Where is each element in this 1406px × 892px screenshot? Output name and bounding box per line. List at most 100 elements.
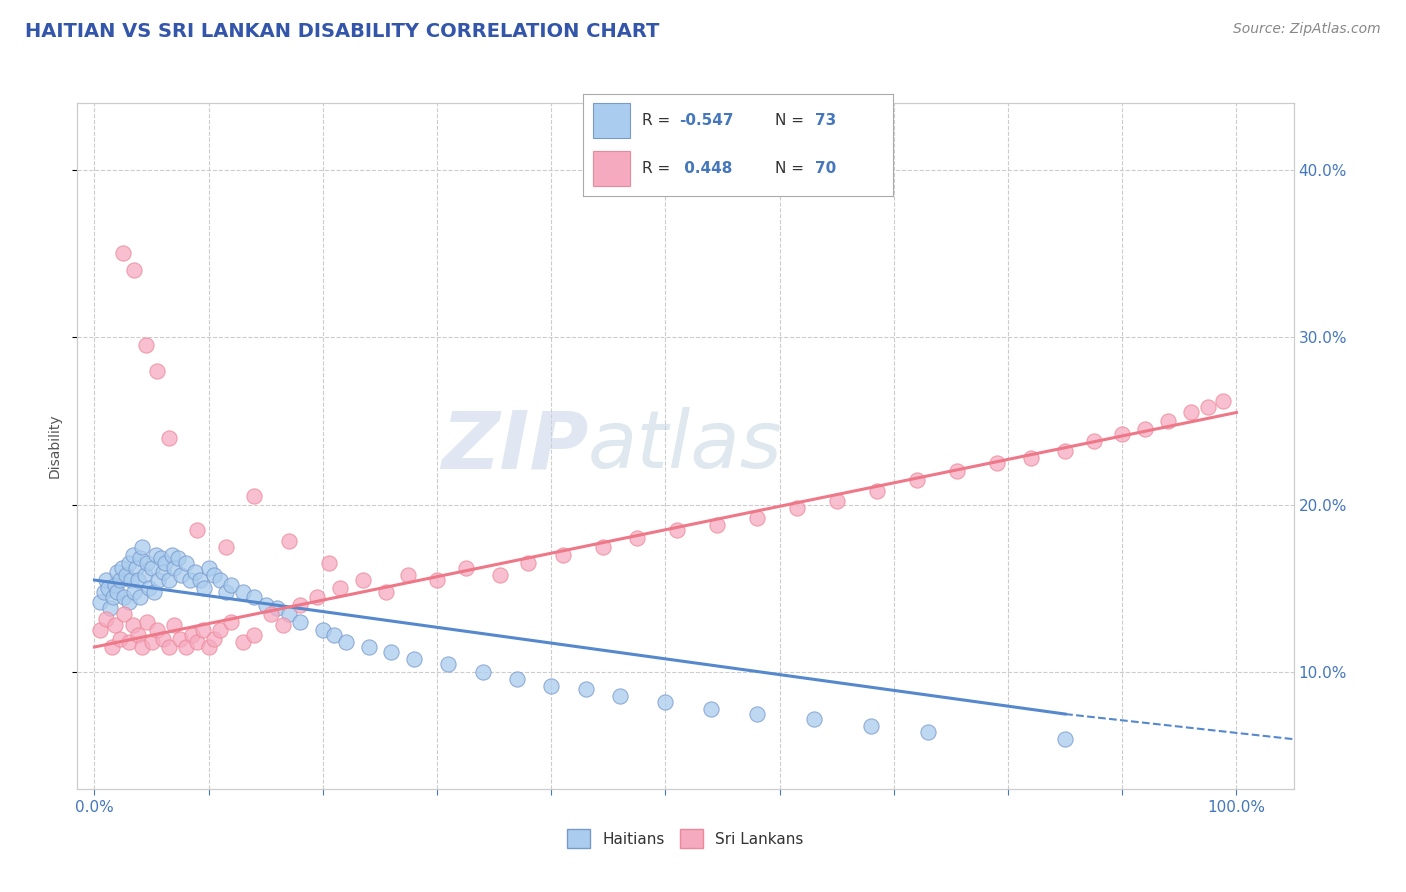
Point [149, 551, 172, 566]
Point [357, 640, 380, 654]
Point [489, 568, 512, 582]
Point [148, 573, 170, 587]
Point [111, 561, 134, 575]
Point [105, 584, 128, 599]
Point [188, 573, 211, 587]
Point [131, 540, 153, 554]
Text: 70: 70 [815, 161, 837, 176]
Point [1197, 401, 1219, 415]
Point [609, 689, 631, 703]
Point [105, 565, 128, 579]
Text: ZIP: ZIP [440, 407, 588, 485]
Point [307, 590, 329, 604]
Point [1157, 414, 1180, 428]
Point [454, 561, 477, 575]
Point [1054, 444, 1077, 458]
Point [142, 584, 165, 599]
Point [905, 473, 928, 487]
Point [134, 568, 156, 582]
Point [180, 628, 202, 642]
Point [374, 584, 396, 599]
Point [215, 540, 238, 554]
Point [104, 618, 127, 632]
Point [120, 573, 142, 587]
Point [323, 628, 346, 642]
Point [352, 573, 374, 587]
Text: HAITIAN VS SRI LANKAN DISABILITY CORRELATION CHART: HAITIAN VS SRI LANKAN DISABILITY CORRELA… [25, 22, 659, 41]
Point [825, 494, 848, 508]
Point [243, 628, 266, 642]
Point [115, 568, 138, 582]
Point [574, 681, 596, 696]
Point [112, 607, 135, 621]
Point [146, 624, 169, 638]
Point [335, 635, 357, 649]
Point [97, 582, 120, 596]
Point [127, 573, 149, 587]
Text: Source: ZipAtlas.com: Source: ZipAtlas.com [1233, 22, 1381, 37]
Point [1019, 450, 1042, 465]
Point [471, 665, 494, 680]
Point [193, 582, 215, 596]
Point [551, 548, 574, 562]
Point [786, 500, 808, 515]
Point [186, 523, 208, 537]
Point [129, 590, 152, 604]
Point [93, 584, 115, 599]
Point [654, 695, 676, 709]
Point [866, 484, 889, 499]
Text: R =: R = [643, 112, 675, 128]
Point [101, 590, 124, 604]
Point [254, 598, 277, 612]
Text: N =: N = [775, 112, 808, 128]
Point [1180, 405, 1202, 419]
Point [94, 611, 117, 625]
Point [94, 573, 117, 587]
Point [803, 712, 825, 726]
Point [209, 573, 232, 587]
Point [112, 590, 135, 604]
Point [174, 640, 197, 654]
Point [136, 556, 159, 570]
Point [152, 565, 174, 579]
Point [124, 561, 146, 575]
Point [380, 645, 402, 659]
Point [122, 618, 145, 632]
Point [260, 607, 283, 621]
Point [859, 719, 882, 733]
Point [266, 601, 288, 615]
Point [706, 517, 728, 532]
Text: atlas: atlas [588, 407, 783, 485]
Text: 73: 73 [815, 112, 837, 128]
Point [118, 595, 141, 609]
Point [170, 568, 193, 582]
Point [1083, 434, 1105, 448]
Point [517, 556, 540, 570]
Point [145, 548, 167, 562]
Point [111, 246, 134, 260]
Point [89, 624, 111, 638]
Point [288, 615, 311, 629]
FancyBboxPatch shape [593, 103, 630, 137]
Point [277, 534, 299, 549]
Point [243, 590, 266, 604]
Point [312, 624, 335, 638]
Point [540, 679, 562, 693]
Point [141, 561, 163, 575]
Point [124, 263, 146, 277]
Point [141, 635, 163, 649]
Point [155, 556, 177, 570]
Text: 0.448: 0.448 [679, 161, 733, 176]
Point [271, 618, 294, 632]
Point [108, 573, 131, 587]
Point [700, 702, 723, 716]
Point [398, 568, 420, 582]
Point [146, 363, 169, 377]
Point [288, 598, 311, 612]
Point [1212, 393, 1234, 408]
Point [221, 615, 243, 629]
Point [745, 706, 768, 721]
Point [506, 672, 529, 686]
Point [318, 556, 340, 570]
Point [197, 640, 219, 654]
